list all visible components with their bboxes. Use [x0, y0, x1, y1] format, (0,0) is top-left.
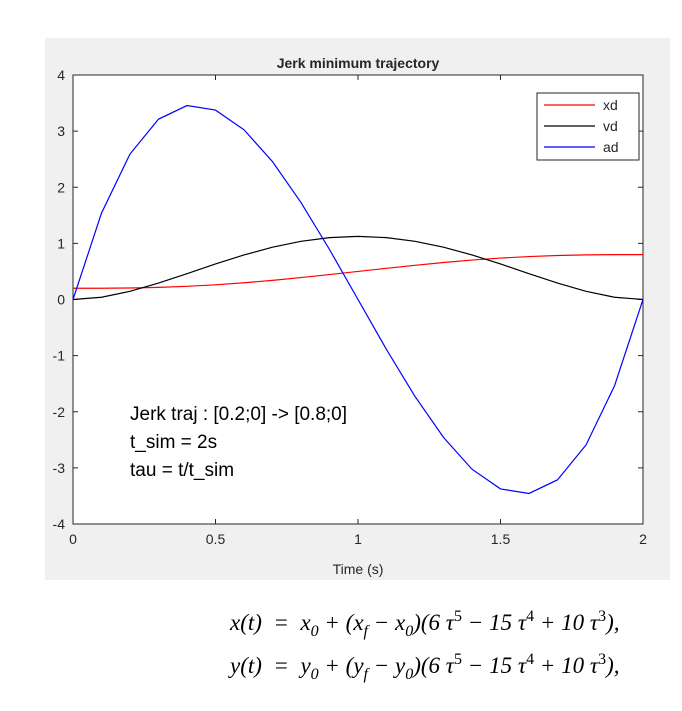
equation-part: − y: [368, 653, 406, 678]
y-tick-label: 1: [57, 235, 65, 251]
equation-part: − 15 τ: [462, 653, 527, 678]
equation-part: − x: [368, 610, 406, 635]
equation-part: )(6 τ: [411, 653, 455, 678]
equation-part: 3: [598, 608, 606, 625]
y-tick-label: -4: [53, 516, 66, 532]
annotation: tau = t/t_sim: [130, 460, 234, 481]
legend: xd vd ad: [536, 92, 640, 161]
x-tick-label: 2: [639, 531, 647, 547]
equation-part: + (y: [319, 653, 365, 678]
equation-part: y(t) = y: [228, 653, 311, 678]
equation-part: − 15 τ: [462, 610, 527, 635]
equation-part: 0: [311, 623, 319, 640]
legend-label: vd: [603, 118, 618, 134]
equation-part: 4: [526, 651, 534, 668]
series-line: [72, 235, 644, 301]
equation: x(t) = x0 + (xf − x0)(6 τ5 − 15 τ4 + 10 …: [229, 608, 620, 640]
y-tick-label: -1: [53, 348, 66, 364]
series-line: [72, 254, 644, 289]
equation-part: 0: [405, 623, 413, 640]
y-tick-label: 0: [57, 292, 65, 308]
equation-part: + (x: [319, 610, 365, 635]
legend-label: xd: [603, 97, 618, 113]
annotation: t_sim = 2s: [130, 432, 217, 453]
annotation: Jerk traj : [0.2;0] -> [0.8;0]: [130, 404, 347, 425]
y-tick-label: -2: [53, 404, 66, 420]
equation-part: 5: [454, 608, 462, 625]
equation-part: 4: [526, 608, 534, 625]
x-axis-label: Time (s): [333, 561, 384, 577]
legend-label: ad: [603, 139, 619, 155]
equation: y(t) = y0 + (yf − y0)(6 τ5 − 15 τ4 + 10 …: [228, 651, 620, 683]
equation-part: 0: [311, 666, 319, 683]
equation-part: 3: [598, 651, 606, 668]
equation-part: f: [364, 623, 371, 640]
equation-part: + 10 τ: [534, 610, 599, 635]
equation-part: ),: [604, 653, 619, 678]
chart-title: Jerk minimum trajectory: [277, 55, 440, 71]
equation-part: )(6 τ: [411, 610, 455, 635]
x-tick-label: 0: [69, 531, 77, 547]
equation-part: + 10 τ: [534, 653, 599, 678]
equation-part: 0: [405, 666, 413, 683]
equation-part: x(t) = x: [229, 610, 311, 635]
equation-part: 5: [454, 651, 462, 668]
series-line: [72, 104, 644, 495]
equation-part: ),: [604, 610, 619, 635]
y-tick-label: 4: [57, 67, 65, 83]
y-tick-label: 2: [57, 179, 65, 195]
x-tick-label: 0.5: [206, 531, 226, 547]
y-tick-label: -3: [53, 460, 66, 476]
y-tick-label: 3: [57, 123, 65, 139]
x-tick-label: 1.5: [491, 531, 511, 547]
x-tick-label: 1: [354, 531, 362, 547]
equation-part: f: [364, 666, 371, 683]
